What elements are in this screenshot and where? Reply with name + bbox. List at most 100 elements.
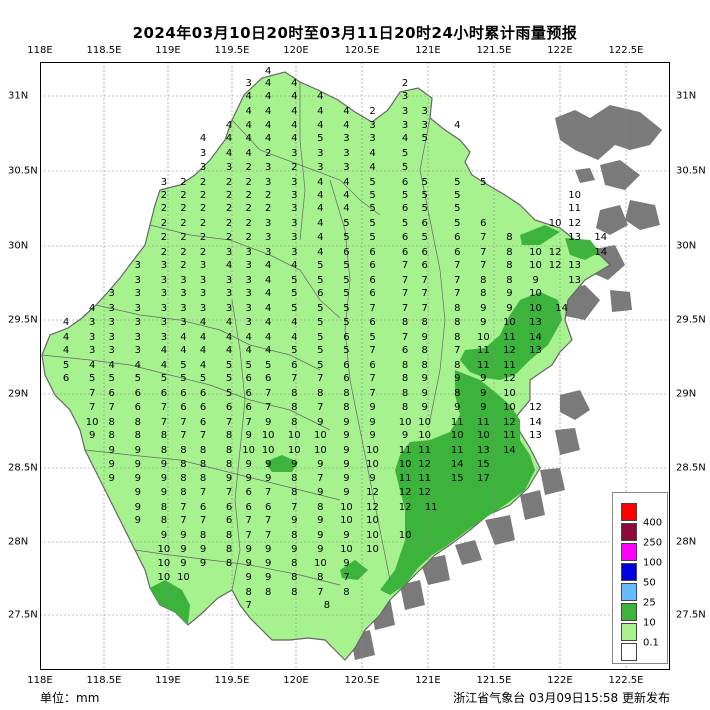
issuer-label: 浙江省气象台 03月09日15:58 更新发布	[453, 691, 670, 705]
rainfall-value: 8	[245, 586, 252, 598]
rainfall-value: 3	[199, 303, 207, 315]
lat-tick-left: 27.5N	[8, 609, 38, 621]
rainfall-value: 4	[265, 316, 272, 328]
rainfall-value: 8	[454, 316, 461, 328]
rainfall-value: 9	[421, 331, 428, 343]
rainfall-value: 2	[369, 106, 376, 118]
rainfall-value: 10	[313, 445, 327, 457]
rainfall-value: 7	[180, 501, 187, 513]
lon-tick-top: 121.5E	[476, 45, 512, 56]
rainfall-value: 8	[454, 360, 461, 372]
lat-tick-right: 27.5N	[676, 609, 706, 621]
rainfall-value: 9	[245, 571, 252, 583]
rainfall-value: 8	[401, 401, 409, 413]
rainfall-value: 10	[366, 458, 379, 470]
rainfall-value: 8	[454, 388, 461, 400]
legend-label: 25	[643, 597, 656, 609]
legend-swatch	[621, 543, 637, 561]
rainfall-value: 7	[317, 373, 324, 385]
rainfall-value: 4	[343, 203, 350, 215]
rainfall-value: 9	[317, 486, 324, 498]
rainfall-value: 2	[225, 203, 233, 215]
rainfall-value: 6	[160, 388, 168, 400]
rainfall-value: 7	[180, 416, 187, 428]
rainfall-value: 9	[369, 473, 376, 485]
rainfall-value: 9	[369, 401, 376, 413]
rainfall-value: 2	[180, 260, 187, 272]
rainfall-value: 6	[134, 388, 141, 400]
rainfall-value: 4	[317, 119, 324, 131]
rainfall-value: 3	[134, 260, 141, 272]
lon-tick-bottom: 121.5E	[476, 675, 512, 686]
rainfall-value: 4	[317, 218, 324, 230]
lon-tick-bottom: 118E	[27, 675, 53, 686]
rainfall-value: 8	[225, 543, 233, 555]
rainfall-value: 3	[108, 316, 115, 328]
rainfall-value: 8	[265, 586, 272, 598]
rainfall-value: 14	[555, 303, 568, 315]
rainfall-value: 5	[369, 203, 376, 215]
legend-label: 250	[643, 537, 663, 549]
lon-tick-top: 119E	[155, 45, 181, 56]
rainfall-value: 10	[503, 388, 516, 400]
rainfall-value: 3	[160, 176, 168, 188]
rainfall-value: 8	[401, 360, 409, 372]
rainfall-value: 4	[265, 133, 272, 145]
rainfall-value: 6	[199, 401, 207, 413]
rainfall-value: 3	[225, 246, 233, 258]
rainfall-value: 6	[245, 388, 252, 400]
rainfall-value: 4	[291, 316, 298, 328]
rainfall-value: 4	[265, 303, 272, 315]
rainfall-value: 7	[245, 530, 252, 542]
rainfall-value: 4	[454, 119, 461, 131]
rainfall-value: 9	[265, 571, 272, 583]
rainfall-value: 6	[369, 260, 376, 272]
rainfall-value: 2	[225, 189, 233, 201]
lon-tick-top: 122.5E	[608, 45, 644, 56]
rainfall-value: 7	[199, 515, 207, 527]
rainfall-value: 5	[343, 275, 350, 286]
rainfall-value: 4	[245, 91, 252, 103]
rainfall-value: 7	[454, 275, 461, 286]
rainfall-value: 13	[568, 275, 581, 286]
rainfall-value: 4	[291, 106, 298, 118]
rainfall-value: 11	[418, 473, 432, 485]
rainfall-value: 9	[199, 543, 207, 555]
rainfall-value: 7	[225, 416, 233, 428]
rainfall-value: 4	[245, 106, 252, 118]
rainfall-value: 3	[108, 303, 115, 315]
rainfall-value: 9	[160, 530, 168, 542]
rainfall-value: 4	[88, 303, 96, 315]
rainfall-value: 7	[88, 388, 96, 400]
rainfall-value: 10	[529, 288, 542, 300]
rainfall-value: 8	[225, 445, 233, 457]
rainfall-value: 4	[199, 133, 207, 145]
rainfall-value: 3	[88, 331, 96, 343]
rainfall-value: 10	[450, 430, 464, 442]
rainfall-value: 8	[454, 331, 461, 343]
rainfall-value: 6	[62, 373, 70, 385]
rainfall-value: 10	[366, 515, 379, 527]
rainfall-value: 2	[401, 78, 409, 90]
rainfall-value: 9	[108, 473, 115, 485]
rainfall-value: 4	[317, 203, 324, 215]
rainfall-value: 10	[157, 571, 171, 583]
heavy-rain-zone-small	[265, 455, 368, 580]
rainfall-value: 5	[291, 288, 298, 300]
rainfall-value: 3	[291, 176, 298, 188]
heavy-rain-zone-east	[380, 225, 600, 595]
rainfall-value: 2	[245, 161, 252, 173]
rainfall-value: 8	[343, 388, 350, 400]
rainfall-value: 9	[134, 458, 141, 470]
rainfall-value: 2	[245, 176, 252, 188]
rainfall-value: 10	[366, 445, 379, 457]
rainfall-value: 11	[503, 331, 516, 343]
rainfall-value: 3	[291, 189, 298, 201]
rainfall-value: 5	[245, 360, 252, 372]
rainfall-value: 5	[454, 218, 461, 230]
rainfall-value: 3	[265, 218, 272, 230]
rainfall-value: 3	[134, 316, 141, 328]
rainfall-value: 9	[421, 373, 428, 385]
rainfall-value: 9	[343, 530, 350, 542]
